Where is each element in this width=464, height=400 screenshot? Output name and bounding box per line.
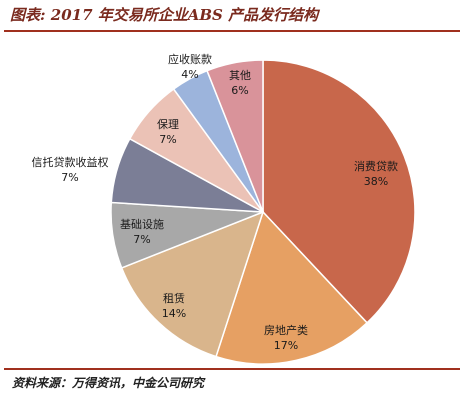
pie-slice — [215, 210, 369, 365]
pie-slice — [262, 59, 416, 324]
slice-label: 消费贷款 — [354, 159, 398, 173]
slice-label: 房地产类 — [264, 323, 308, 337]
chart-title: 图表: 2017 年交易所企业ABS 产品发行结构 — [10, 6, 319, 24]
slice-label: 保理 — [157, 117, 179, 131]
slice-percent-label: 14% — [162, 307, 186, 320]
slice-percent-label: 7% — [61, 171, 78, 184]
slice-percent-label: 38% — [364, 175, 388, 188]
slice-percent-label: 7% — [159, 133, 176, 146]
slice-percent-label: 4% — [181, 68, 198, 81]
slice-percent-label: 7% — [133, 233, 150, 246]
pie-chart: 消费贷款 38% 房地产类 17% 租赁 14% 基础设施 7% 信托贷款收益权 7% 保理 7% 应收… — [32, 52, 416, 365]
title-divider — [4, 30, 460, 32]
footer-divider — [4, 368, 460, 370]
slice-label: 其他 — [229, 69, 251, 82]
pie-slice — [206, 59, 264, 213]
slice-label: 租赁 — [163, 291, 185, 305]
source-note: 资料来源：万得资讯，中金公司研究 — [12, 376, 205, 390]
slice-percent-label: 6% — [231, 84, 248, 97]
slice-label: 信托贷款收益权 — [32, 155, 109, 169]
pie-slices — [110, 59, 416, 365]
slice-label: 应收账款 — [168, 52, 212, 66]
slice-label: 基础设施 — [120, 218, 164, 231]
slice-percent-label: 17% — [274, 339, 298, 352]
pie-slice — [120, 210, 265, 358]
pie-labels: 消费贷款 38% 房地产类 17% 租赁 14% 基础设施 7% 信托贷款收益权 7% 保理 7% 应收… — [32, 52, 399, 352]
